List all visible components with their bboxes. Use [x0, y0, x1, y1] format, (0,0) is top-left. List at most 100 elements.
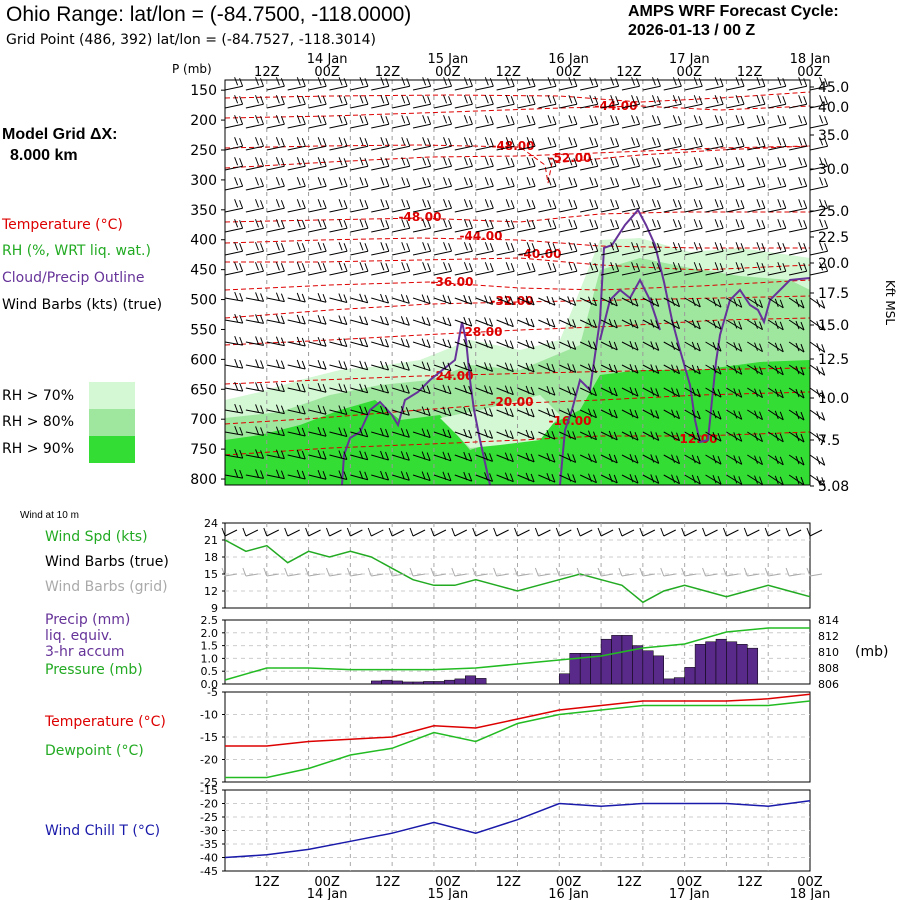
precip-bar [402, 681, 414, 685]
wind-barb [600, 199, 620, 213]
wind-barb [329, 470, 348, 480]
wind-barb [350, 77, 369, 91]
wind-barb [412, 361, 431, 372]
precip-bar [663, 678, 675, 685]
wind-barb [433, 157, 453, 171]
wind-barb [496, 242, 515, 256]
wind10m-barb [346, 527, 363, 537]
time-hour-label: 12Z [737, 65, 763, 80]
wind-barb [517, 95, 536, 109]
wind-barb [621, 340, 639, 351]
wind10m-barb [472, 527, 488, 537]
upper-panel-border [224, 79, 811, 486]
precip-tick-label: 2.5 [201, 614, 219, 627]
wind-barb [496, 429, 514, 440]
wind-barb [642, 319, 660, 329]
wind10m-grid-barb [367, 567, 384, 577]
wind-barb [475, 295, 494, 305]
wind-barb [642, 177, 661, 191]
wind-barb [245, 469, 265, 479]
wind-barb [392, 262, 411, 276]
wind-barb [747, 341, 764, 353]
wind10m-grid-barb [221, 567, 238, 577]
forecast-cycle-value: 2026-01-13 / 00 Z [628, 22, 756, 39]
wind-barb [475, 407, 494, 417]
wind-barb [371, 315, 389, 326]
wind-barb [789, 177, 808, 191]
wind-barb [517, 157, 536, 171]
time-hour-label: 12Z [495, 875, 521, 890]
wind-barb [517, 199, 536, 213]
wind-barb [454, 242, 473, 256]
temperature-contour [225, 257, 811, 271]
wind-barb [454, 316, 473, 327]
wind-barb [308, 315, 327, 325]
wind-barb [600, 137, 620, 151]
wind-barb [224, 425, 244, 436]
wind-barb [621, 115, 641, 129]
wind-barb [600, 242, 620, 256]
pressure-tick-label: 500 [190, 293, 217, 309]
wind-barb [308, 242, 327, 256]
wind-barb [559, 95, 578, 109]
pressure-tick-label: 700 [190, 412, 217, 428]
precip-bar [465, 675, 476, 685]
wind-barb [600, 340, 618, 351]
wind-barb [538, 317, 556, 328]
wind-barb [287, 77, 306, 91]
wind-barb [684, 199, 703, 213]
wind-barb [663, 431, 680, 442]
wind-barb [621, 157, 641, 171]
wind-barb [684, 431, 701, 442]
precip-bar [726, 641, 738, 685]
wind-barb [747, 157, 766, 171]
wind-barb [350, 262, 369, 276]
wind-speed-line [224, 539, 811, 604]
wind10m-grid-barb [346, 567, 363, 577]
wind-barb [350, 199, 369, 213]
wind-barb [538, 157, 557, 171]
wind-barb [538, 339, 556, 350]
wind-barb [663, 137, 682, 151]
wind-barb [454, 137, 473, 151]
wind-barb [621, 95, 641, 109]
wind-barb [391, 316, 410, 326]
wind-speed-label: Wind Spd (kts) [45, 529, 148, 545]
wind-barb [642, 364, 660, 374]
wind-barb [517, 472, 535, 483]
wind-barb [350, 337, 369, 348]
wind-barb [809, 137, 829, 151]
wind-barb [412, 242, 432, 256]
wind-barb [475, 472, 494, 482]
wind-barb [642, 199, 661, 213]
wind-barb [684, 319, 701, 330]
wind-barb [809, 454, 826, 466]
wind-barb [642, 341, 660, 351]
precip-bar [653, 655, 665, 685]
wind10m-tick-label: 15 [204, 568, 218, 581]
wind-barb [287, 219, 306, 233]
wind-barb [350, 115, 369, 129]
wind-barb [475, 77, 494, 91]
wind-barb [475, 177, 494, 191]
wind-barb [287, 199, 306, 213]
wind-barb [642, 77, 661, 91]
wind-barb [517, 177, 536, 191]
wind-barb [663, 364, 680, 375]
wind-barb [245, 95, 264, 109]
wind-barb [329, 360, 348, 370]
wind-barb [371, 470, 389, 481]
chill-tick-label: -35 [200, 838, 218, 851]
wind10m-grid-barb [305, 567, 321, 577]
wind-barb [809, 409, 826, 421]
wind-barb [350, 450, 369, 461]
dewpoint-line [225, 700, 811, 779]
wind10m-grid-barb [639, 567, 655, 577]
height-tick-label: 10.0 [818, 391, 849, 407]
wind-barb [767, 387, 784, 399]
precip-tick-label: 1.5 [201, 640, 219, 653]
wind-barb [768, 115, 787, 129]
temperature-contour-label: -36.00 [431, 275, 474, 289]
wind10m-grid-barb [806, 567, 823, 577]
time-hour-label: 00Z [314, 875, 340, 890]
